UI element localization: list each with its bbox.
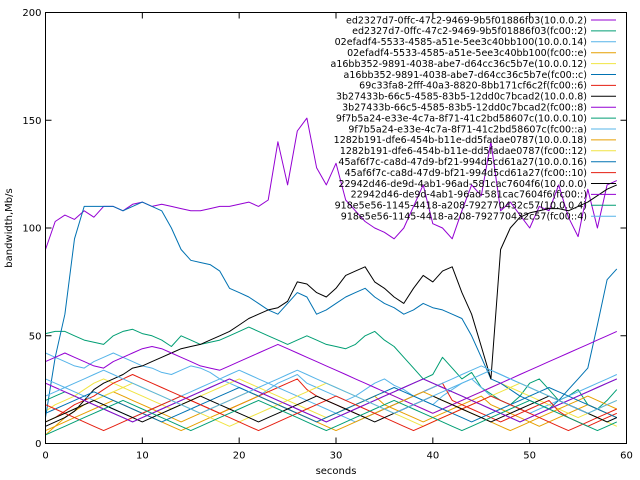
legend-label: 1282b191-dfe6-454b-b11e-dd5fadae0787(fc0… <box>340 146 587 157</box>
legend-label: 1282b191-dfe6-454b-b11e-dd5fadae0787(10.… <box>334 135 587 146</box>
legend-label: a16bb352-9891-4038-abe7-d64cc36c5b7e(fc0… <box>344 70 587 81</box>
series-line-5 <box>45 201 618 418</box>
legend-label: 02efadf4-5533-4585-a51e-5ee3c40bb100(fc0… <box>347 48 587 59</box>
y-axis-title: bandwidth,Mb/s <box>4 188 15 267</box>
legend-label: 9f7b5a24-e33e-4c7a-8f71-41c2bd58607c(fc0… <box>348 124 587 135</box>
legend-label: ed2327d7-0ffc-47c2-9469-9b5f01886f03(10.… <box>346 15 587 26</box>
legend-label: 918e5e56-1145-4418-a208-792770432c57(10.… <box>335 201 587 212</box>
x-tick-label: 40 <box>426 451 439 462</box>
legend-label: ed2327d7-0ffc-47c2-9469-9b5f01886f03(fc0… <box>352 26 587 37</box>
y-tick-label: 0 <box>35 439 41 450</box>
legend-label: 02efadf4-5533-4585-a51e-5ee3c40bb100(10.… <box>335 37 587 48</box>
series-line-7 <box>45 184 618 427</box>
legend-label: 69c33fa8-2fff-40a3-8820-8bb171cf6c2f(fc0… <box>359 81 587 92</box>
legend-label: 45af6f7c-ca8d-47d9-bf21-994d5cd61a27(fc0… <box>345 168 587 179</box>
legend-label: 9f7b5a24-e33e-4c7a-8f71-41c2bd58607c(10.… <box>336 113 587 124</box>
y-tick-label: 100 <box>22 224 41 235</box>
plot-lines <box>45 117 618 436</box>
x-axis-title: seconds <box>316 466 357 477</box>
y-tick-label: 50 <box>29 331 42 342</box>
series-line-1 <box>45 326 618 410</box>
legend-label: 3b27433b-66c5-4585-83b5-12dd0c7bcad2(10.… <box>336 92 587 103</box>
legend-label: 22942d46-de9d-4ab1-96ad-581cac7604f6(fc0… <box>351 190 587 201</box>
legend-label: 45af6f7c-ca8d-47d9-bf21-994d5cd61a27(10.… <box>338 157 587 168</box>
y-tick-label: 150 <box>22 116 41 127</box>
x-tick-label: 30 <box>330 451 343 462</box>
series-line-8 <box>45 330 618 414</box>
y-tick-label: 200 <box>22 8 41 19</box>
legend-label: 3b27433b-66c5-4585-83b5-12dd0c7bcad2(fc0… <box>342 103 587 114</box>
legend: ed2327d7-0ffc-47c2-9469-9b5f01886f03(10.… <box>331 15 616 223</box>
series-line-17 <box>45 399 618 436</box>
series-line-13 <box>45 387 618 423</box>
legend-label: 918e5e56-1145-4418-a208-792770432c57(fc0… <box>341 212 587 223</box>
x-tick-label: 20 <box>233 451 246 462</box>
axis-ticks: 0 10 20 30 40 50 60 0 50 100 150 200 <box>22 8 632 462</box>
legend-label: a16bb352-9891-4038-abe7-d64cc36c5b7e(10.… <box>331 59 588 70</box>
x-tick-label: 50 <box>523 451 536 462</box>
series-line-18 <box>45 369 618 414</box>
series-line-16 <box>45 378 618 423</box>
legend-label: 22942d46-de9d-4ab1-96ad-581cac7604f6(10.… <box>338 179 587 190</box>
series-line-15 <box>45 395 618 423</box>
x-tick-label: 60 <box>620 451 633 462</box>
series-line-14 <box>45 395 618 432</box>
x-tick-label: 10 <box>136 451 149 462</box>
x-tick-label: 0 <box>42 451 48 462</box>
